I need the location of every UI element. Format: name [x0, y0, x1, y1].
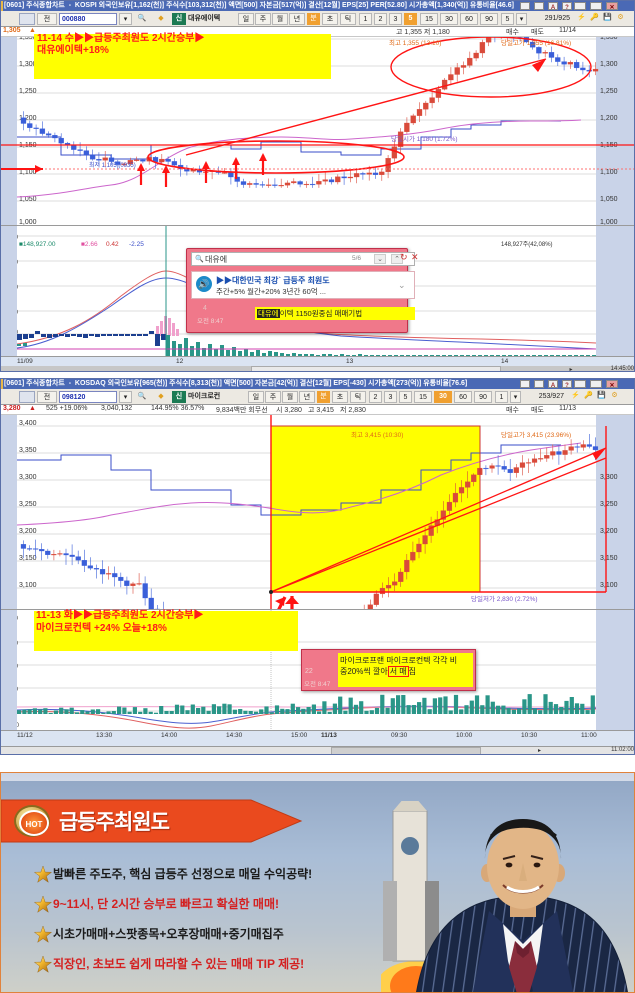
- svg-text:148,927주(42,08%): 148,927주(42,08%): [501, 241, 553, 248]
- svg-text:0.42: 0.42: [106, 241, 119, 248]
- svg-text:■2.66: ■2.66: [81, 241, 98, 248]
- svg-text:-2.25: -2.25: [129, 241, 144, 248]
- svg-text:■148,927.00: ■148,927.00: [19, 241, 56, 248]
